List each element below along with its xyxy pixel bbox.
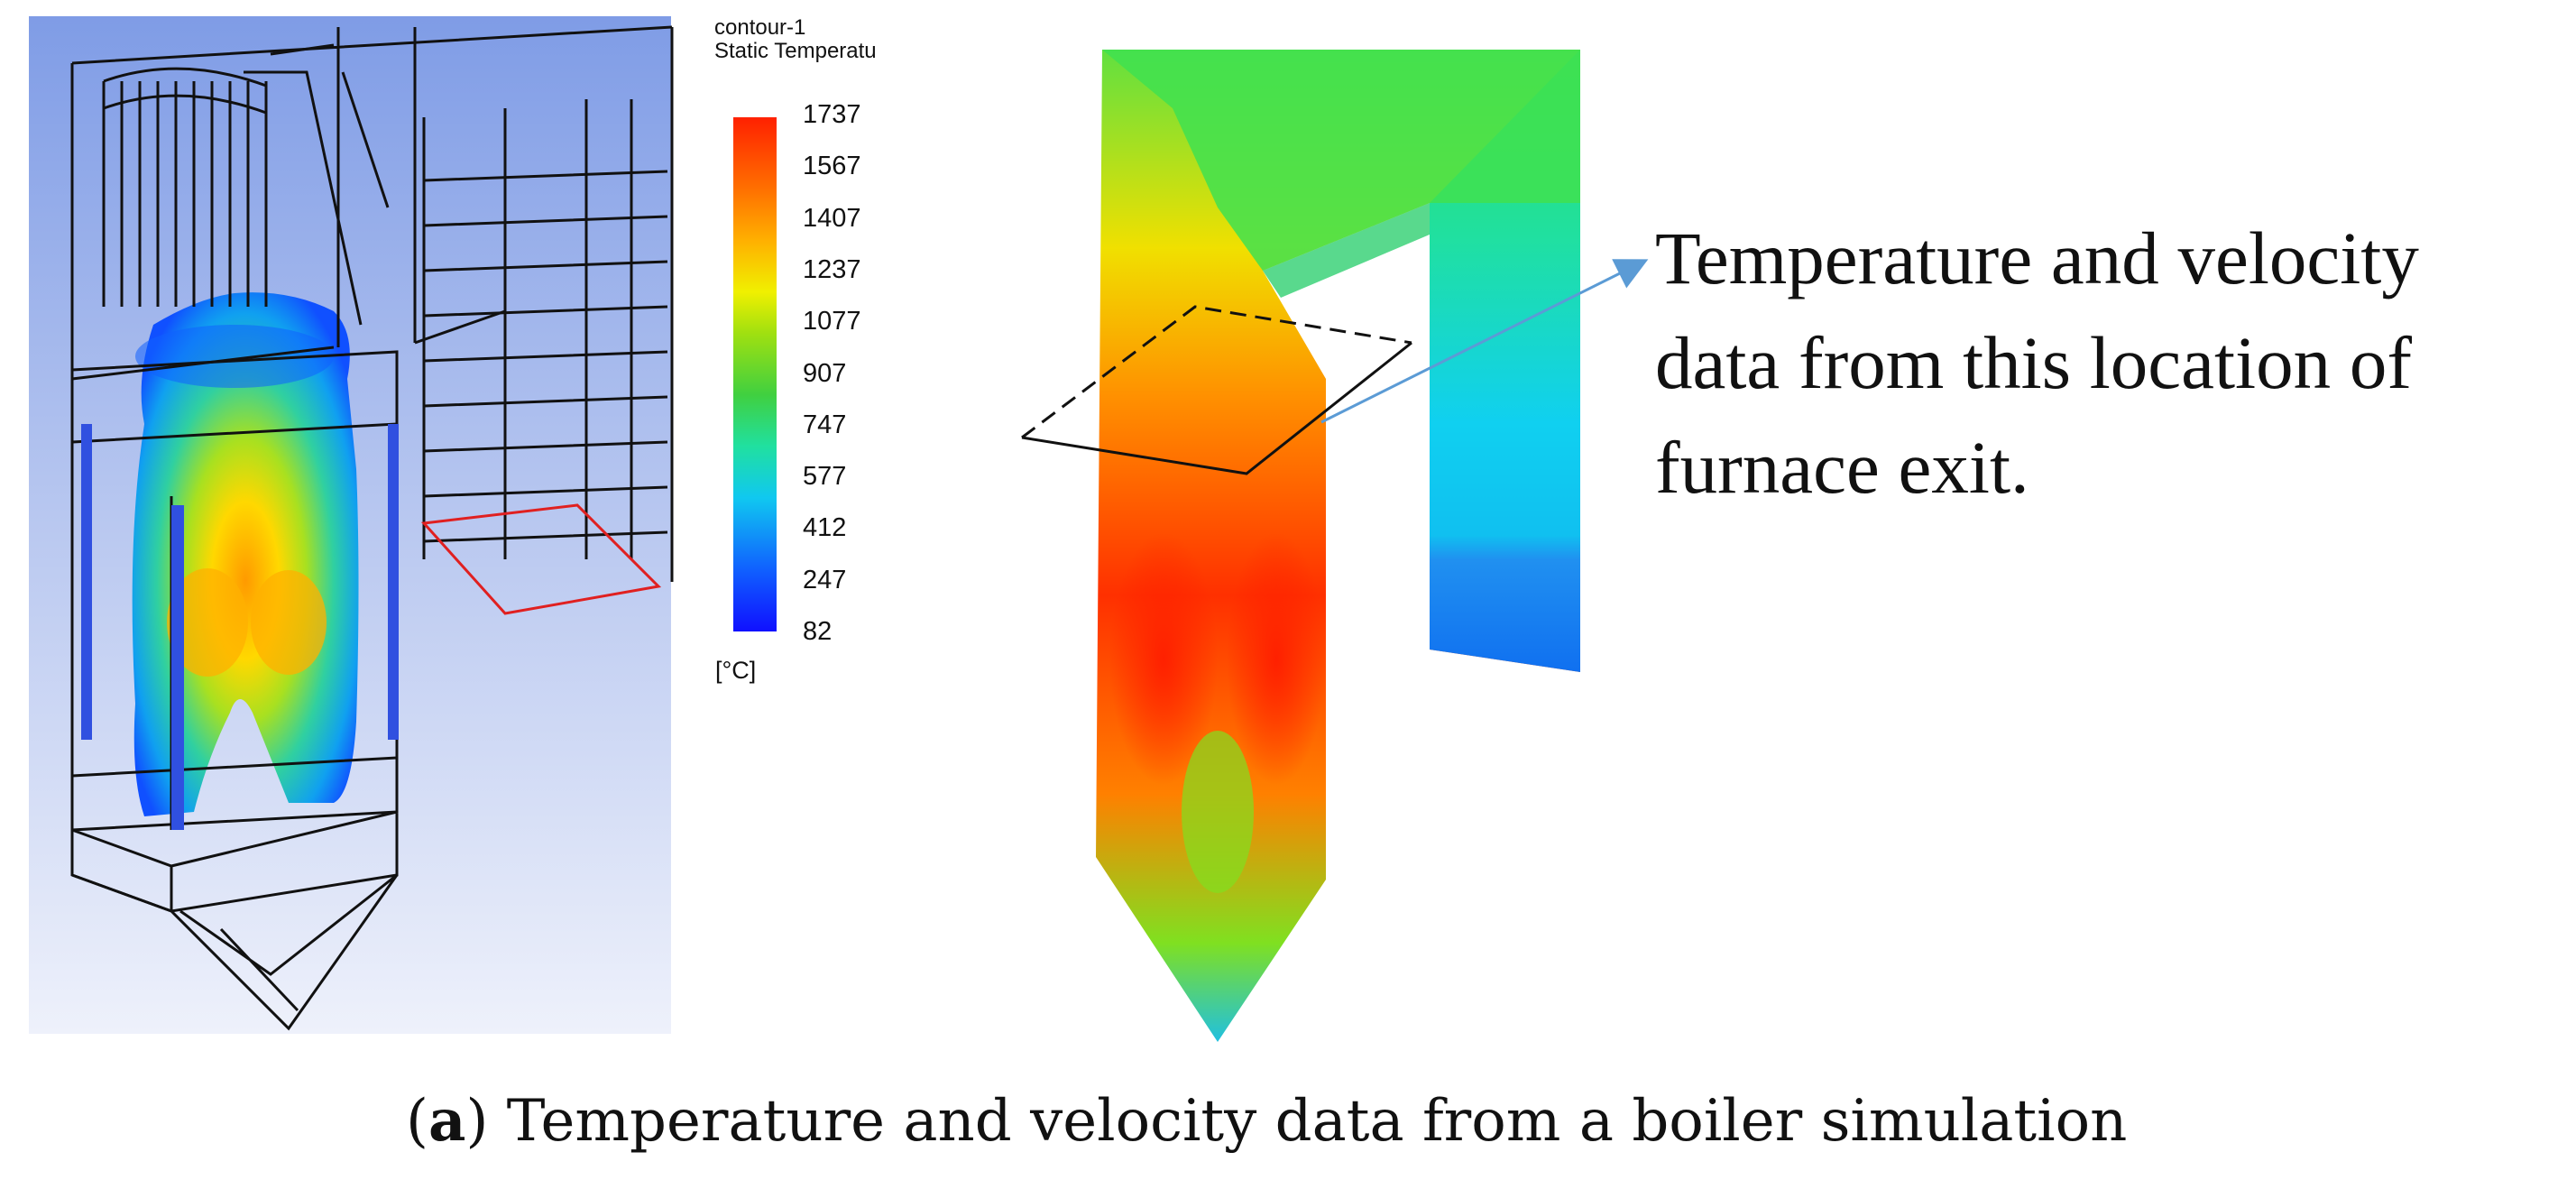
- colorbar-tick-label: 1237: [803, 254, 861, 284]
- highlighted-outlet-frame: [420, 503, 662, 615]
- legend-title-line1: contour-1: [714, 16, 806, 40]
- colorbar-tick-label: 577: [803, 462, 847, 492]
- caption-label: a: [428, 1087, 466, 1155]
- annotation-line-1: Temperature and velocity: [1655, 217, 2419, 300]
- boiler-wireframe: [70, 25, 674, 1031]
- side-wall-burner-center: [171, 505, 184, 830]
- annotation-line-2: data from this location of: [1655, 321, 2412, 404]
- temperature-contour: [132, 292, 359, 817]
- measurement-plane-dashed: [1021, 305, 1412, 439]
- legend-title: contour-1 Static Temperatu: [714, 16, 944, 63]
- colorbar-tick-label: 1077: [803, 307, 861, 336]
- furnace-section: [1021, 50, 1649, 1042]
- caption-text: Temperature and velocity data from a boi…: [506, 1088, 2128, 1155]
- measurement-plane-solid: [1021, 341, 1412, 475]
- temperature-colorbar: [733, 117, 777, 631]
- annotation-arrow: [1320, 259, 1649, 424]
- colorbar-tick-label: 907: [803, 358, 847, 388]
- colorbar-unit: [°C]: [715, 657, 757, 684]
- hot-core-right: [1227, 532, 1326, 785]
- colorbar-tick-label: 82: [803, 617, 833, 646]
- colorbar-tick-label: 412: [803, 513, 847, 543]
- cool-inner-zone: [1182, 731, 1254, 893]
- figure-caption: (a) Temperature and velocity data from a…: [406, 1087, 2128, 1155]
- hot-zone-left: [167, 568, 248, 677]
- exit-region: [1263, 203, 1430, 298]
- hot-core-left: [1109, 532, 1218, 785]
- legend-title-line2: Static Temperatu: [714, 40, 877, 63]
- colorbar-tick-label: 1737: [803, 100, 861, 129]
- annotation-text: Temperature and velocity data from this …: [1655, 206, 2571, 520]
- side-wall-burner-left: [81, 424, 92, 740]
- colorbar-tick-label: 1407: [803, 203, 861, 233]
- colorbar-tick-label: 747: [803, 410, 847, 439]
- boiler-3d-view: [29, 16, 674, 1034]
- hot-zone-right: [251, 570, 327, 675]
- top-cool-region: [135, 325, 334, 388]
- rear-pass: [1430, 50, 1580, 672]
- upper-green-zone: [1102, 50, 1580, 271]
- side-wall-burner-right: [388, 424, 399, 740]
- colorbar-tick-label: 247: [803, 565, 847, 594]
- annotation-line-3: furnace exit.: [1655, 426, 2029, 509]
- colorbar-tick-label: 1567: [803, 152, 861, 181]
